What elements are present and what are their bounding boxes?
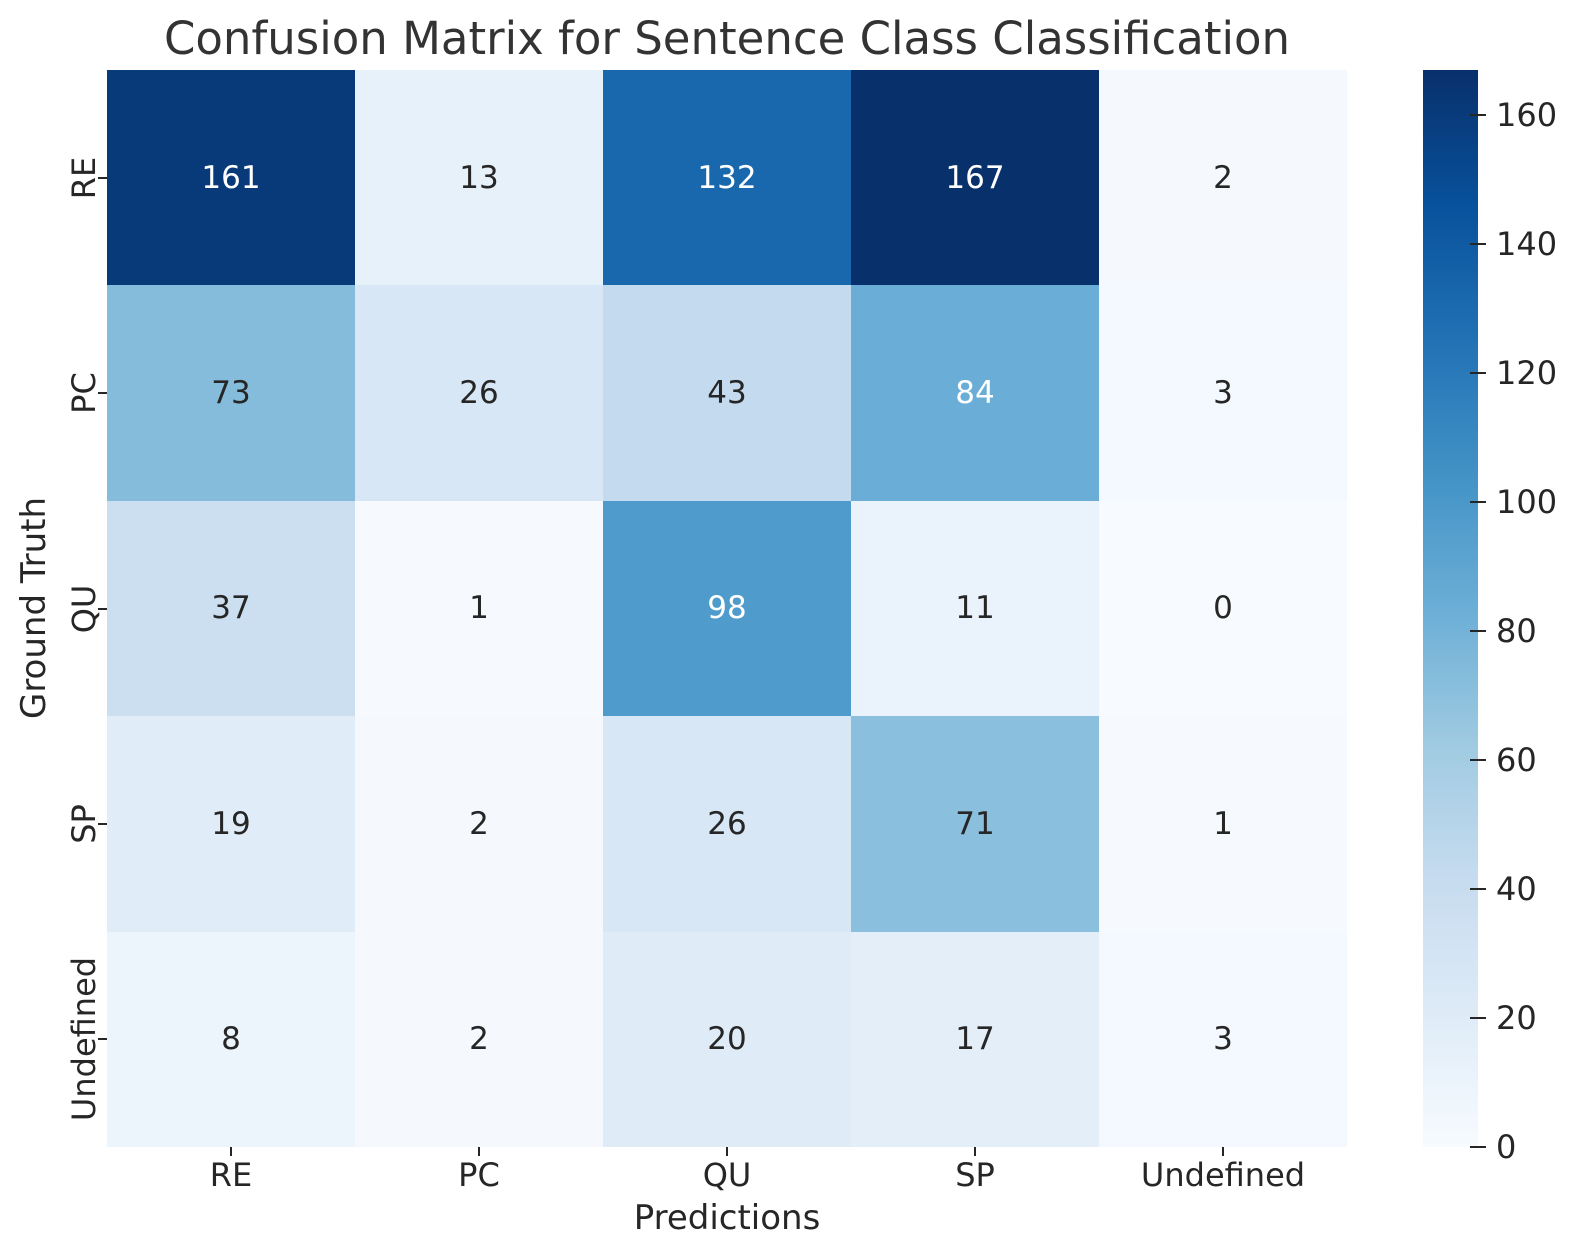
- heatmap-cell: 1: [1099, 716, 1347, 932]
- y-tick-mark: [98, 822, 107, 825]
- heatmap-cell: 2: [355, 716, 603, 932]
- heatmap-cell: 84: [851, 285, 1099, 501]
- heatmap-grid: 161 13 132 167 2 73 26 43 84 3 37 1 98 11 0 19 2 26 71 1 8 2 2…: [107, 70, 1347, 1147]
- heatmap-cell: 43: [603, 285, 851, 501]
- y-tick-mark: [98, 1038, 107, 1041]
- colorbar-tick-mark: [1470, 1146, 1486, 1148]
- x-tick-mark: [726, 1147, 728, 1156]
- heatmap-cell: 26: [355, 285, 603, 501]
- heatmap-cell: 0: [1099, 500, 1347, 717]
- heatmap-cell: 98: [603, 500, 851, 717]
- colorbar-tick-mark: [1470, 501, 1486, 504]
- x-tick-label: Undefined: [1140, 1156, 1306, 1194]
- x-tick-mark: [230, 1147, 232, 1156]
- x-tick-label: PC: [458, 1156, 500, 1194]
- heatmap-cell: 17: [851, 931, 1099, 1147]
- heatmap-cell: 37: [107, 500, 355, 717]
- x-tick-label: RE: [209, 1156, 253, 1194]
- heatmap-cell: 71: [851, 716, 1099, 932]
- heatmap-cell: 161: [107, 70, 355, 286]
- x-tick-label: SP: [955, 1156, 995, 1194]
- colorbar-tick-label: 20: [1496, 999, 1537, 1038]
- y-tick-label: QU: [65, 584, 103, 633]
- colorbar-tick-label: 160: [1496, 96, 1558, 135]
- heatmap-cell: 20: [603, 931, 851, 1147]
- colorbar-tick-label: 140: [1496, 225, 1558, 264]
- colorbar-tick-mark: [1470, 243, 1486, 246]
- x-tick-mark: [974, 1147, 976, 1156]
- x-axis-label: Predictions: [633, 1198, 821, 1238]
- y-tick-label: PC: [65, 372, 103, 414]
- heatmap-cell: 26: [603, 716, 851, 932]
- heatmap-cell: 1: [355, 500, 603, 717]
- colorbar-tick-label: 120: [1496, 354, 1558, 393]
- y-tick-mark: [98, 392, 107, 395]
- colorbar-tick-mark: [1470, 114, 1486, 117]
- y-tick-label: SP: [65, 804, 103, 844]
- heatmap-cell: 2: [355, 931, 603, 1147]
- chart-title: Confusion Matrix for Sentence Class Clas…: [163, 12, 1291, 65]
- x-tick-mark: [478, 1147, 480, 1156]
- colorbar-tick-label: 100: [1496, 483, 1558, 522]
- colorbar: [1423, 70, 1478, 1147]
- heatmap-cell: 3: [1099, 931, 1347, 1147]
- x-tick-label: QU: [702, 1156, 752, 1194]
- colorbar-tick-mark: [1470, 888, 1486, 891]
- heatmap-cell: 19: [107, 716, 355, 932]
- y-tick-label: RE: [65, 156, 103, 199]
- heatmap-cell: 8: [107, 931, 355, 1147]
- colorbar-tick-label: 60: [1496, 741, 1537, 780]
- heatmap-cell: 11: [851, 500, 1099, 717]
- heatmap-cell: 13: [355, 70, 603, 286]
- heatmap-cell: 3: [1099, 285, 1347, 501]
- colorbar-tick-mark: [1470, 759, 1486, 762]
- x-tick-mark: [1222, 1147, 1224, 1156]
- colorbar-tick-label: 0: [1496, 1128, 1517, 1166]
- colorbar-tick-label: 80: [1496, 612, 1537, 651]
- colorbar-tick-label: 40: [1496, 870, 1537, 909]
- heatmap-cell: 167: [851, 70, 1099, 286]
- heatmap-cell: 132: [603, 70, 851, 286]
- y-tick-label: Undefined: [65, 957, 103, 1122]
- colorbar-tick-mark: [1470, 1017, 1486, 1020]
- colorbar-tick-mark: [1470, 372, 1486, 375]
- y-tick-mark: [98, 176, 107, 179]
- colorbar-tick-mark: [1470, 630, 1486, 633]
- heatmap-cell: 2: [1099, 70, 1347, 286]
- y-tick-mark: [98, 607, 107, 610]
- y-axis-label: Ground Truth: [14, 496, 54, 720]
- heatmap-cell: 73: [107, 285, 355, 501]
